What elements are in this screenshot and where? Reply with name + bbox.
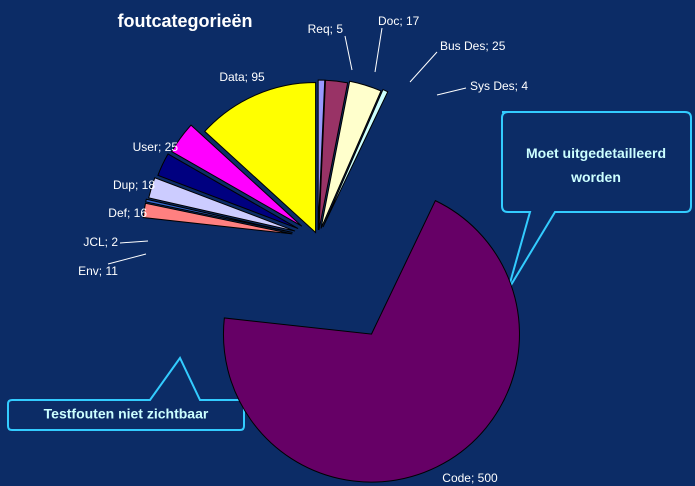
pie-slice	[142, 202, 293, 235]
leader-line	[436, 87, 467, 96]
data-label: Sys Des; 4	[470, 79, 528, 93]
data-label: JCL; 2	[83, 235, 118, 249]
pie-slice	[145, 198, 293, 233]
data-label: Dup; 18	[113, 178, 155, 192]
leader-line	[344, 35, 353, 71]
data-label: Data; 95	[219, 70, 265, 84]
pie-slice	[320, 80, 382, 229]
pie	[142, 79, 520, 483]
data-label: Bus Des; 25	[440, 39, 506, 53]
data-label: Env; 11	[78, 264, 118, 278]
leader-line	[119, 240, 149, 244]
chart-title: foutcategorieën	[117, 11, 252, 31]
pie-slice	[148, 177, 296, 232]
data-label: Req; 5	[308, 22, 344, 36]
data-label: Def; 16	[108, 206, 147, 220]
pie-slice	[322, 88, 389, 228]
pie-slice	[171, 124, 303, 227]
annotation: Moet uitgedetailleerd worden	[526, 145, 666, 185]
pie-slice	[317, 79, 326, 231]
pie-slice	[157, 153, 299, 230]
data-label: User; 25	[133, 140, 179, 154]
data-label: Doc; 17	[378, 14, 420, 28]
leader-line	[374, 27, 383, 73]
leader-line	[409, 51, 438, 83]
annotation: Testfouten niet zichtbaar	[44, 406, 209, 422]
pie-slice	[223, 199, 520, 483]
pie-slice	[204, 82, 317, 234]
data-label: Code; 500	[442, 471, 498, 485]
leader-line	[107, 253, 147, 265]
pie-slice	[318, 79, 349, 231]
